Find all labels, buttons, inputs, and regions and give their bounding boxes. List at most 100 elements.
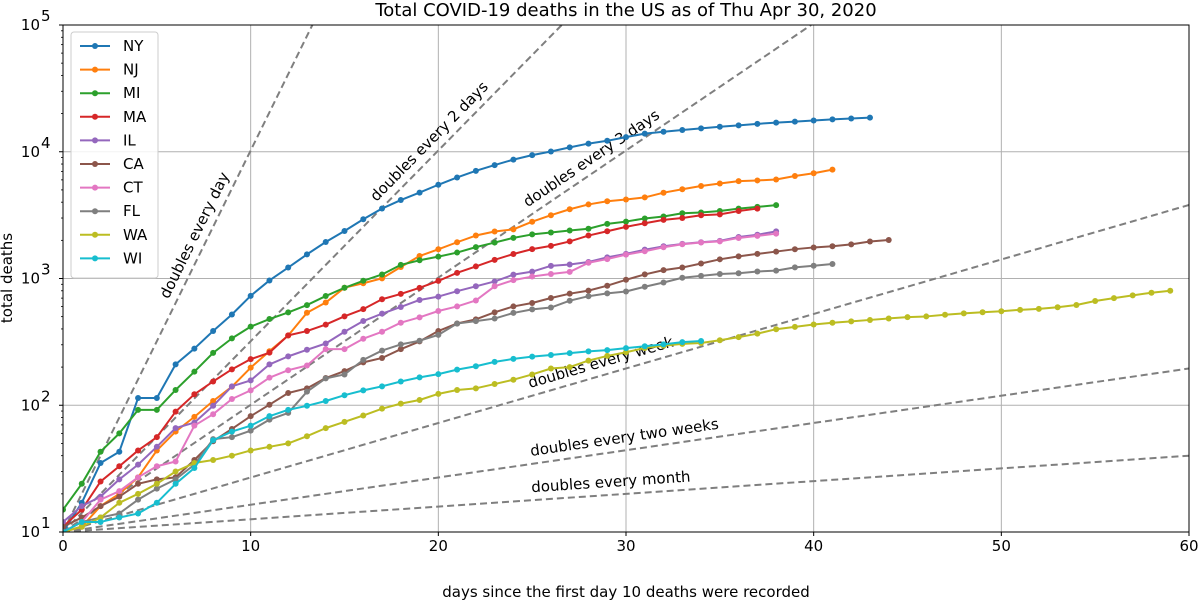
data-point-il [341, 328, 348, 335]
data-point-ca [810, 244, 817, 251]
data-point-wa [1129, 292, 1136, 299]
data-point-ca [866, 238, 873, 245]
data-point-mi [585, 225, 592, 232]
x-tick-label: 0 [58, 537, 68, 555]
data-point-nj [623, 196, 629, 203]
data-point-mi [63, 506, 66, 513]
data-point-ma [641, 220, 648, 227]
data-point-ma [623, 223, 629, 230]
data-point-mi [341, 284, 348, 291]
data-point-ny [322, 239, 329, 246]
data-point-ma [172, 408, 179, 415]
legend-marker [92, 90, 98, 97]
series-mi [63, 202, 780, 513]
data-point-nj [585, 201, 592, 208]
data-point-ct [660, 244, 667, 251]
data-point-nj [791, 172, 798, 179]
data-point-mi [510, 234, 517, 241]
data-point-mi [491, 239, 498, 246]
data-point-ct [135, 474, 142, 481]
data-point-mi [623, 218, 629, 225]
data-point-fl [510, 309, 517, 316]
data-point-ca [529, 299, 536, 306]
data-point-nj [322, 299, 329, 306]
data-point-wa [435, 390, 442, 397]
y-tick-label: 10 [21, 523, 40, 541]
data-point-mi [78, 480, 85, 487]
data-point-fl [810, 262, 817, 269]
data-point-ny [172, 361, 179, 368]
data-point-ct [547, 270, 554, 277]
data-point-wa [78, 523, 85, 530]
data-point-ct [529, 273, 536, 280]
legend-label: NY [123, 37, 144, 55]
data-point-il [153, 443, 160, 450]
data-point-ca [660, 267, 667, 274]
data-point-mi [116, 430, 123, 437]
data-point-ny [754, 120, 761, 127]
data-point-ct [435, 308, 442, 315]
data-point-ny [210, 328, 217, 335]
legend: NY NJ MI MA IL CA CT FL WA WI [70, 31, 159, 279]
data-point-nj [435, 246, 442, 253]
legend-label: CT [123, 179, 143, 197]
data-point-ca [585, 287, 592, 294]
data-point-wi [285, 406, 292, 413]
data-point-ny [360, 216, 367, 223]
data-point-wa [285, 440, 292, 447]
data-point-wi [641, 343, 648, 350]
data-point-il [172, 425, 179, 432]
legend-marker [92, 113, 98, 120]
data-point-nj [698, 182, 705, 189]
data-point-ma [604, 228, 611, 235]
data-point-il [322, 340, 329, 347]
data-point-fl [735, 270, 742, 277]
data-point-ca [604, 282, 611, 289]
data-point-ca [379, 354, 386, 361]
data-point-wa [923, 313, 930, 320]
data-point-fl [360, 356, 367, 363]
data-point-ma [228, 366, 235, 373]
data-point-ca [679, 264, 686, 271]
data-point-ca [791, 246, 798, 253]
data-point-mi [435, 253, 442, 260]
legend-label: WI [123, 249, 142, 267]
legend-item-il: IL [80, 131, 136, 149]
data-point-fl [379, 347, 386, 354]
data-point-fl [341, 371, 348, 378]
data-point-ca [97, 503, 104, 510]
data-point-wa [341, 418, 348, 425]
data-point-wa [1092, 297, 1099, 304]
data-point-ny [604, 137, 611, 144]
data-point-ma [153, 434, 160, 441]
data-point-ny [228, 311, 235, 318]
data-point-ny [623, 134, 629, 141]
data-point-nj [491, 228, 498, 235]
data-point-ma [97, 478, 104, 485]
data-point-ma [247, 356, 254, 363]
data-point-il [472, 283, 479, 290]
data-point-nj [735, 178, 742, 185]
legend-item-wi: WI [80, 249, 142, 267]
legend-marker [92, 43, 98, 49]
data-point-ny [547, 148, 554, 155]
data-point-ny [529, 152, 536, 159]
data-point-wa [266, 443, 273, 450]
data-point-wa [810, 321, 817, 328]
data-point-wi [172, 480, 179, 487]
data-point-ny [848, 115, 855, 122]
legend-marker [92, 66, 98, 73]
data-point-ca [247, 413, 254, 420]
data-point-mi [472, 244, 479, 251]
data-point-mi [454, 249, 461, 256]
data-point-mi [247, 323, 254, 330]
chart-title: Total COVID-19 deaths in the US as of Th… [374, 0, 876, 21]
data-point-il [529, 268, 536, 275]
data-point-nj [679, 186, 686, 193]
data-point-fl [228, 434, 235, 441]
data-point-il [63, 518, 66, 525]
data-point-wa [1017, 306, 1024, 313]
legend-label: WA [123, 226, 148, 244]
data-point-ca [829, 243, 836, 250]
